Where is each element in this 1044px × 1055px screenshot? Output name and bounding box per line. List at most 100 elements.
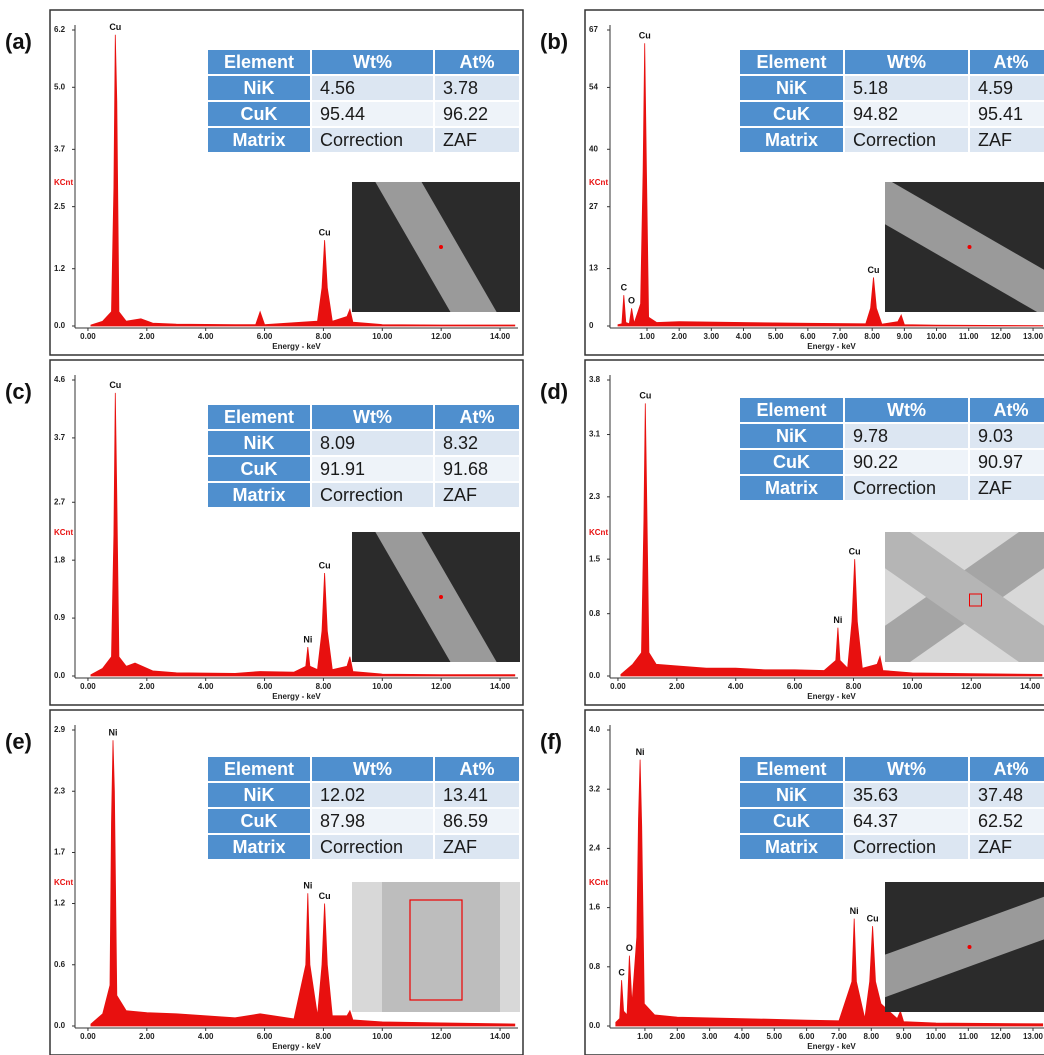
peak-label: Ni bbox=[108, 728, 117, 738]
spectrum bbox=[90, 392, 516, 677]
table-header-cell bbox=[208, 757, 310, 781]
table-header: Element bbox=[224, 52, 294, 72]
y-tick-label: 1.7 bbox=[54, 848, 66, 857]
x-tick-label: 6.00 bbox=[257, 1032, 273, 1041]
table-row-head bbox=[740, 424, 843, 448]
table-row-head bbox=[208, 835, 310, 859]
table-value: ZAF bbox=[443, 130, 477, 150]
table-row-head bbox=[740, 835, 843, 859]
panel: (a) 0.0 1.2 2.5 3.7 5.0 6.2 0.00 2.00 4.00 6.00 8.0… bbox=[5, 9, 524, 356]
x-axis-label: Energy - keV bbox=[807, 342, 856, 351]
sem-inset bbox=[885, 532, 1044, 662]
x-tick-label: 14.00 bbox=[1020, 682, 1041, 691]
y-tick-label: 0.0 bbox=[589, 671, 601, 680]
y-axis-label: KCnt bbox=[589, 178, 608, 187]
table-header: Wt% bbox=[353, 407, 392, 427]
spectrum bbox=[90, 740, 516, 1027]
x-tick-label: 6.00 bbox=[787, 682, 803, 691]
table-value: 62.52 bbox=[978, 811, 1023, 831]
table-row-head bbox=[208, 431, 310, 455]
y-tick-label: 54 bbox=[589, 83, 598, 92]
x-tick-label: 13.00 bbox=[1023, 1032, 1044, 1041]
table-cell bbox=[845, 835, 968, 859]
table-row-head bbox=[740, 450, 843, 474]
table-header: At% bbox=[460, 52, 495, 72]
table-cell bbox=[435, 76, 519, 100]
table-row-label: CuK bbox=[241, 459, 278, 479]
table-value: 8.32 bbox=[443, 433, 478, 453]
x-tick-label: 3.00 bbox=[702, 1032, 718, 1041]
table-row-label: Matrix bbox=[232, 485, 285, 505]
table-row-label: CuK bbox=[241, 104, 278, 124]
table-row-label: CuK bbox=[241, 811, 278, 831]
table-header: Wt% bbox=[353, 52, 392, 72]
table-value: 96.22 bbox=[443, 104, 488, 124]
panel-label: (c) bbox=[5, 379, 32, 404]
table-cell bbox=[312, 457, 433, 481]
spectrum bbox=[620, 403, 1043, 677]
table-header: Element bbox=[756, 400, 826, 420]
table-header-cell bbox=[435, 757, 519, 781]
peak-label: Ni bbox=[303, 881, 312, 891]
inset-spot bbox=[967, 245, 972, 249]
inset-band bbox=[885, 532, 1044, 662]
table-cell bbox=[435, 809, 519, 833]
x-tick-label: 0.00 bbox=[80, 332, 96, 341]
table-value: 64.37 bbox=[853, 811, 898, 831]
table-cell bbox=[312, 76, 433, 100]
y-axis-label: KCnt bbox=[589, 878, 608, 887]
x-tick-label: 8.00 bbox=[846, 682, 862, 691]
table-value: ZAF bbox=[978, 130, 1012, 150]
x-tick-label: 12.00 bbox=[991, 332, 1012, 341]
peak-label: Ni bbox=[833, 615, 842, 625]
table-row-label: Matrix bbox=[232, 130, 285, 150]
x-tick-label: 2.00 bbox=[669, 1032, 685, 1041]
x-tick-label: 10.00 bbox=[926, 1032, 947, 1041]
table-header: Element bbox=[224, 759, 294, 779]
x-tick-label: 0.00 bbox=[80, 682, 96, 691]
inset-spot bbox=[439, 245, 443, 249]
y-tick-label: 3.7 bbox=[54, 433, 66, 442]
table-header: Wt% bbox=[887, 759, 926, 779]
table-cell bbox=[845, 809, 968, 833]
table-cell bbox=[970, 835, 1044, 859]
spectrum bbox=[615, 759, 1044, 1027]
table-value: Correction bbox=[320, 837, 403, 857]
table-cell bbox=[970, 783, 1044, 807]
table-row-head bbox=[208, 783, 310, 807]
table-value: ZAF bbox=[978, 837, 1012, 857]
table-header-cell bbox=[970, 50, 1044, 74]
table-row-head bbox=[740, 76, 843, 100]
y-tick-label: 1.2 bbox=[54, 899, 66, 908]
x-tick-label: 0.00 bbox=[80, 1032, 96, 1041]
sem-inset bbox=[885, 882, 1044, 1012]
peak-label: Cu bbox=[319, 227, 331, 237]
x-tick-label: 12.00 bbox=[431, 332, 452, 341]
x-tick-label: 4.00 bbox=[734, 1032, 750, 1041]
x-tick-label: 11.00 bbox=[959, 332, 979, 341]
y-tick-label: 3.8 bbox=[589, 375, 601, 384]
table-row-label: Matrix bbox=[232, 837, 285, 857]
peak-label: Ni bbox=[303, 634, 312, 644]
table-value: Correction bbox=[320, 130, 403, 150]
peak-label: O bbox=[628, 296, 635, 306]
inset-spot bbox=[439, 595, 443, 599]
table-row-head bbox=[208, 128, 310, 152]
table-header-cell bbox=[970, 398, 1044, 422]
table-row-label: CuK bbox=[773, 104, 810, 124]
table-header: Wt% bbox=[353, 759, 392, 779]
sem-inset bbox=[885, 182, 1044, 312]
peak-label: Cu bbox=[639, 391, 651, 401]
peak-label: C bbox=[618, 967, 625, 977]
y-tick-label: 0.8 bbox=[589, 609, 601, 618]
x-tick-label: 9.00 bbox=[897, 332, 913, 341]
x-tick-label: 4.00 bbox=[736, 332, 752, 341]
table-cell bbox=[970, 76, 1044, 100]
inset-band bbox=[352, 532, 520, 662]
table-cell bbox=[435, 102, 519, 126]
table-cell bbox=[312, 102, 433, 126]
table-header-cell bbox=[312, 757, 433, 781]
x-tick-label: 13.00 bbox=[1023, 332, 1044, 341]
table-row-label: NiK bbox=[244, 785, 275, 805]
